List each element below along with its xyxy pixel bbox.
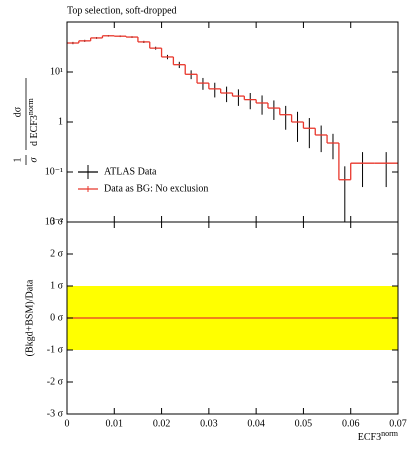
y-tick-label: 10⁻¹ xyxy=(45,166,63,177)
ratio-y-tick-label: -2 σ xyxy=(47,376,64,387)
ratio-y-tick-label: -3 σ xyxy=(47,408,64,419)
x-label-main: ECF3 xyxy=(358,432,381,443)
y-tick-label: 10¹ xyxy=(50,66,63,77)
y-tick-label: 1 xyxy=(58,116,63,127)
y-tick-label: 10⁻² xyxy=(45,216,63,227)
y-label-part: d ECF3 xyxy=(29,115,40,146)
x-label-sup: norm xyxy=(381,429,399,438)
ratio-y-tick-label: 2 σ xyxy=(50,248,64,259)
ratio-y-tick-label: 1 σ xyxy=(50,280,64,291)
x-tick-label: 0.02 xyxy=(153,418,171,429)
ratio-frame xyxy=(66,221,399,415)
x-label: ECF3norm xyxy=(358,429,399,443)
x-tick-label: 0.04 xyxy=(247,418,265,429)
y-label: 1 σ dσ d ECF3norm xyxy=(12,78,40,165)
x-tick-label: 0.03 xyxy=(200,418,218,429)
legend-label: Data as BG: No exclusion xyxy=(104,183,208,194)
y-label-part: dσ xyxy=(12,106,23,117)
x-tick-label: 0.06 xyxy=(342,418,360,429)
ratio-y-label: (Bkgd+BSM)/Data xyxy=(24,279,35,356)
x-tick-label: 0.05 xyxy=(295,418,313,429)
y-label-part: 1 xyxy=(12,158,23,163)
chart-title: Top selection, soft-dropped xyxy=(67,5,177,16)
ratio-y-tick-label: 3 σ xyxy=(50,216,64,227)
x-tick-label: 0 xyxy=(65,418,70,429)
ratio-y-tick-label: -1 σ xyxy=(47,344,64,355)
legend-label: ATLAS Data xyxy=(104,166,157,177)
x-tick-label: 0.01 xyxy=(106,418,124,429)
y-label-sup: norm xyxy=(26,97,35,115)
y-label-part: σ xyxy=(28,156,39,162)
ratio-y-tick-label: 0 σ xyxy=(50,312,64,323)
y-label-part: d ECF3norm xyxy=(26,97,40,146)
x-tick-label: 0.07 xyxy=(389,418,407,429)
